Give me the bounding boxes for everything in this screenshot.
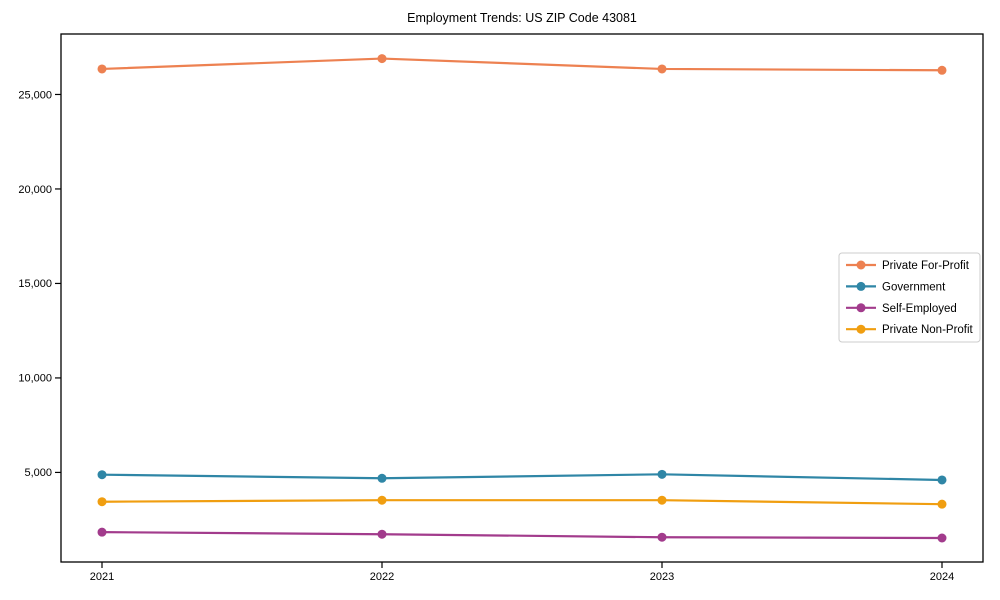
legend-item: Private Non-Profit (846, 324, 974, 336)
data-point-marker (97, 64, 107, 74)
series-line (100, 499, 944, 506)
y-axis-tick-label: 15,000 (18, 278, 52, 290)
x-axis-tick-label: 2021 (90, 571, 114, 583)
series-line (100, 473, 944, 482)
y-axis: 5,000 10,000 15,000 20,000 25,000 (18, 89, 61, 479)
x-axis-tick-label: 2022 (370, 571, 394, 583)
legend: Private For-Profit Government Self-Employe… (838, 252, 981, 343)
legend-label: Self-Employed (882, 303, 957, 315)
data-point-marker (377, 54, 387, 64)
legend-marker (856, 281, 866, 291)
data-point-marker (377, 495, 387, 505)
y-axis-tick-label: 10,000 (18, 373, 52, 385)
data-point-marker (657, 495, 667, 505)
legend-box (838, 252, 981, 343)
series-self-employed (97, 527, 947, 543)
data-point-marker (657, 64, 667, 74)
data-point-marker (937, 475, 947, 485)
series-line (100, 531, 944, 540)
x-axis-tick-label: 2024 (930, 571, 954, 583)
data-point-marker (97, 497, 107, 507)
legend-marker (856, 260, 866, 270)
data-point-marker (377, 473, 387, 483)
legend-label: Private For-Profit (882, 260, 970, 272)
data-point-marker (657, 532, 667, 542)
legend-item: Self-Employed (846, 303, 957, 315)
y-axis-tick-label: 25,000 (18, 89, 52, 101)
data-point-marker (937, 65, 947, 75)
data-point-marker (937, 499, 947, 509)
series-government (97, 469, 947, 485)
series-line (100, 57, 944, 72)
data-point-marker (97, 470, 107, 480)
legend-label: Private Non-Profit (882, 324, 974, 336)
legend-marker (856, 303, 866, 313)
data-point-marker (97, 527, 107, 537)
series-private-non-profit (97, 495, 947, 509)
y-axis-tick-label: 20,000 (18, 184, 52, 196)
series-private-for-profit (97, 54, 947, 75)
data-point-marker (937, 533, 947, 543)
data-point-marker (657, 469, 667, 479)
plot-border (60, 33, 984, 563)
legend-item: Private For-Profit (846, 260, 970, 272)
legend-item: Government (846, 281, 946, 293)
x-axis: 2021 2022 2023 2024 (90, 562, 954, 583)
x-axis-tick-label: 2023 (650, 571, 674, 583)
legend-label: Government (882, 281, 946, 293)
chart-title: Employment Trends: US ZIP Code 43081 (407, 11, 637, 25)
y-axis-tick-label: 5,000 (24, 467, 52, 479)
legend-marker (856, 324, 866, 334)
data-point-marker (377, 529, 387, 539)
